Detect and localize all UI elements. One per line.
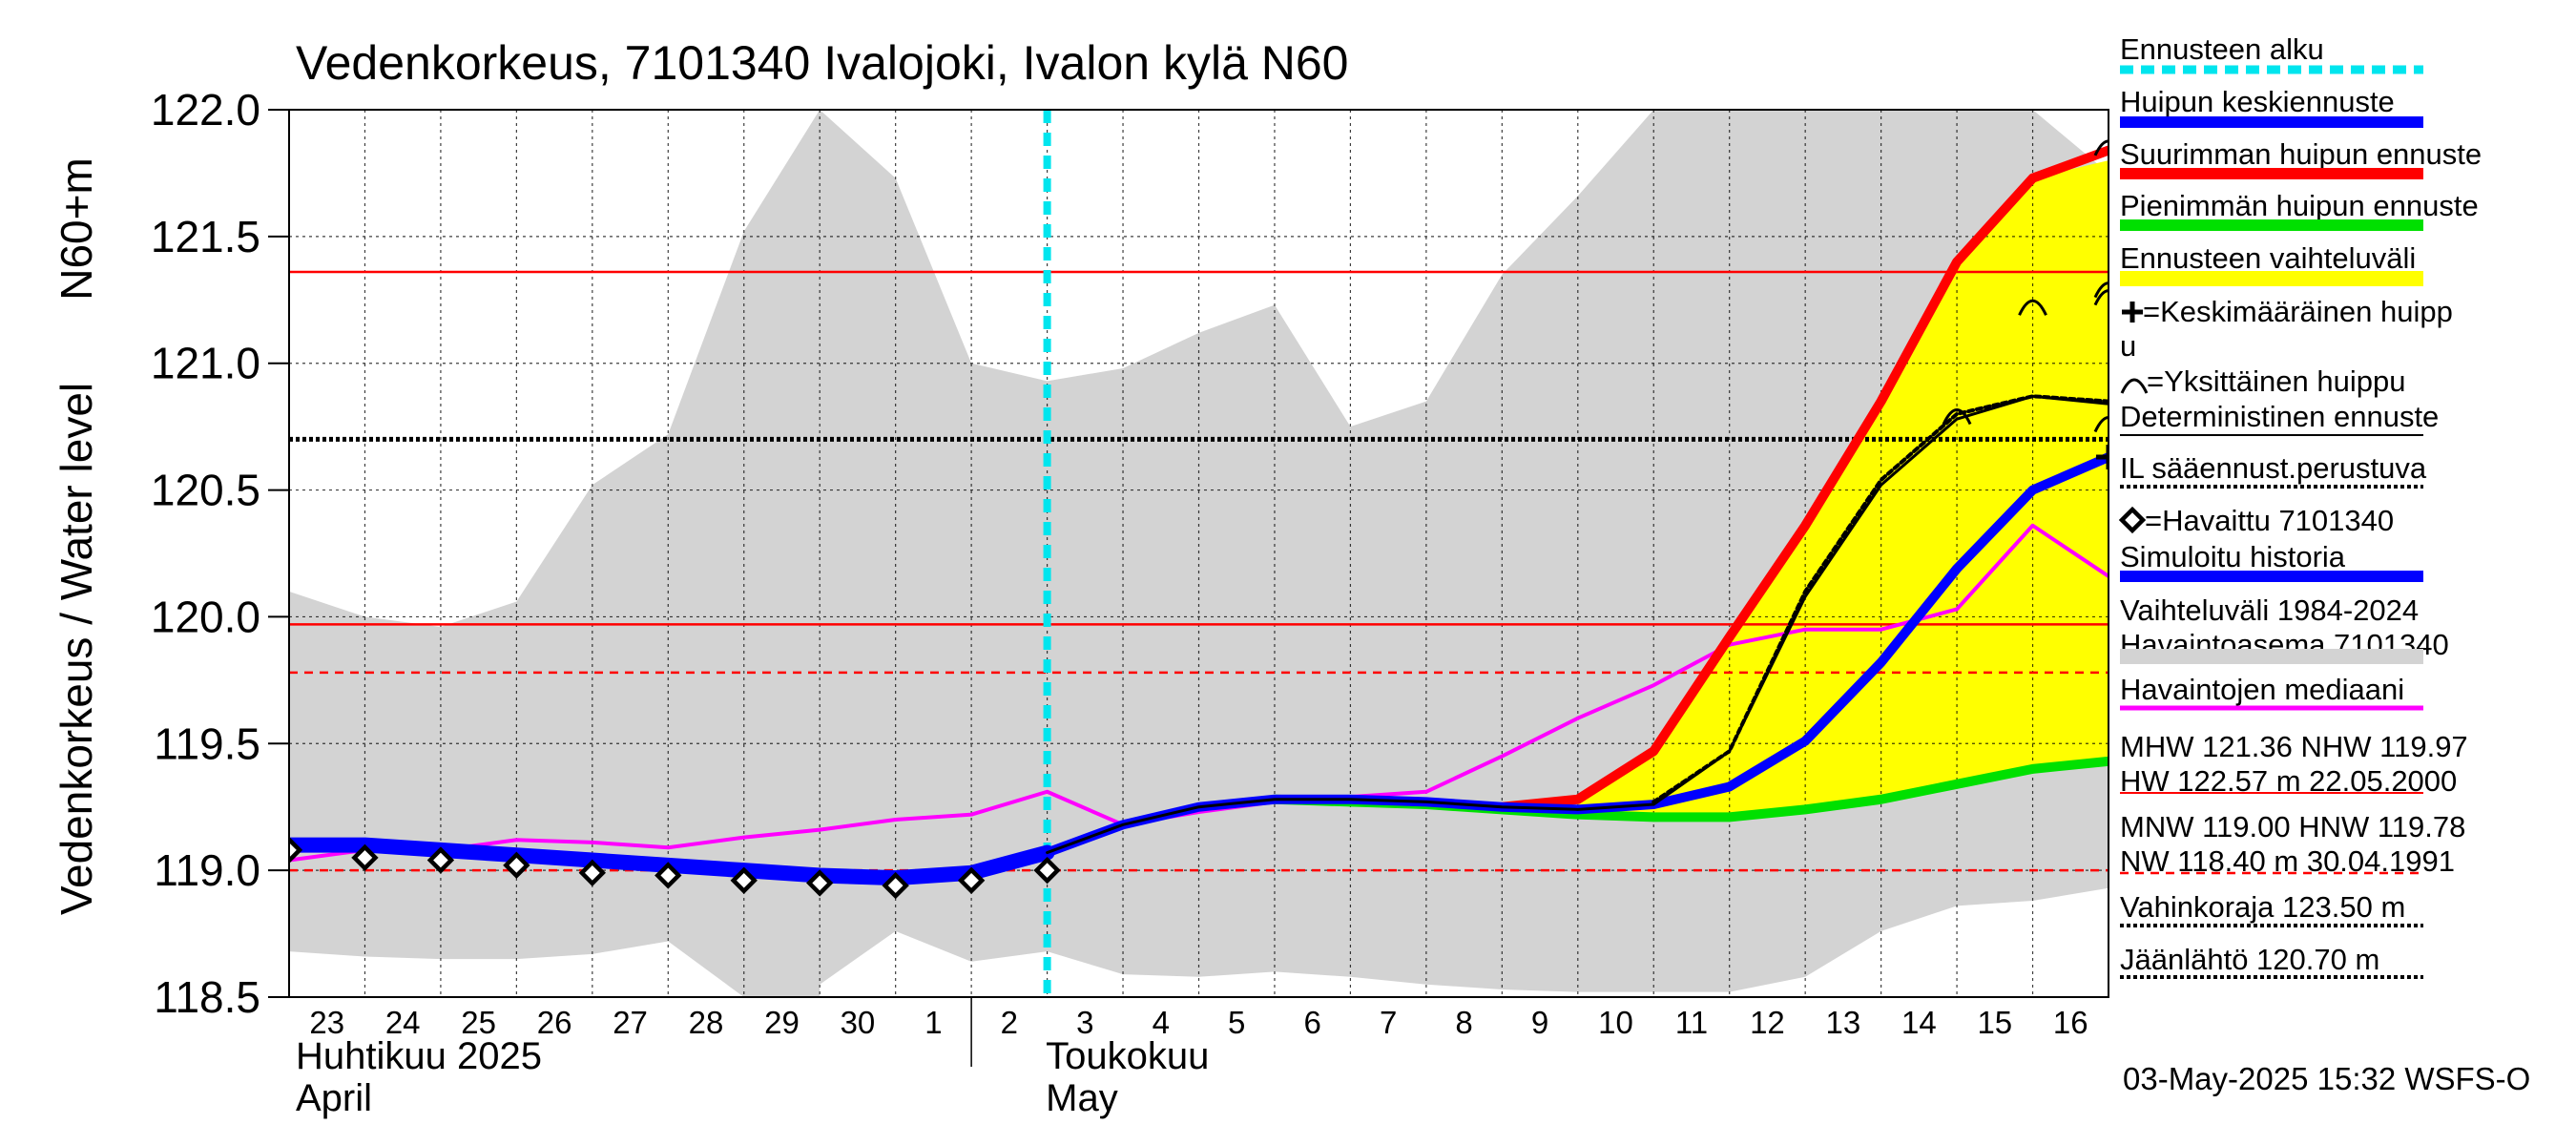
x-tick-label: 16 xyxy=(2053,1005,2088,1040)
x-tick-label: 7 xyxy=(1380,1005,1397,1040)
legend-label: MHW 121.36 NHW 119.97 xyxy=(2120,730,2468,763)
x-tick-label: 1 xyxy=(924,1005,942,1040)
x-tick-label: 13 xyxy=(1826,1005,1861,1040)
legend-label: MNW 119.00 HNW 119.78 xyxy=(2120,810,2465,843)
legend-label: Simuloitu historia xyxy=(2120,540,2346,573)
markers xyxy=(289,139,2109,900)
legend: Ennusteen alku Huipun keskiennuste Suurimm… xyxy=(2118,32,2482,979)
grid xyxy=(289,110,2109,997)
x-tick-label: 8 xyxy=(1455,1005,1472,1040)
single-peak-marker xyxy=(2093,416,2109,433)
legend-label: Deterministinen ennuste xyxy=(2120,400,2439,433)
legend-label: Ennusteen vaihteluväli xyxy=(2120,241,2416,275)
x-tick-label: 24 xyxy=(385,1005,421,1040)
x-tick-label: 15 xyxy=(1977,1005,2012,1040)
observed-point xyxy=(426,846,455,874)
legend-label: =Havaittu 7101340 xyxy=(2145,504,2394,537)
observed-point xyxy=(503,851,530,880)
month-label: Huhtikuu 2025 xyxy=(296,1035,542,1077)
legend-label: Jäänlähtö 120.70 m xyxy=(2120,943,2379,976)
median-line xyxy=(289,523,2109,863)
legend-label: Vaihteluväli 1984-2024 xyxy=(2120,593,2419,627)
y-tick-label: 121.5 xyxy=(151,212,260,261)
single-peak-marker xyxy=(2018,299,2047,316)
x-axis: 23 24 25 26 27 28 29 30 1 2 3 4 5 6 7 8 9 10 11 12 13 14 15 16H… xyxy=(296,997,2088,1119)
legend-label: Pienimmän huipun ennuste xyxy=(2120,189,2479,222)
y-tick-label: 118.5 xyxy=(154,972,260,1022)
observed-point xyxy=(654,862,682,889)
month-label: Toukokuu xyxy=(1046,1035,1209,1077)
il-forecast-line xyxy=(1652,394,2109,804)
legend-diamond-icon xyxy=(2118,506,2147,534)
legend-label: Ennusteen alku xyxy=(2120,32,2324,66)
x-tick-label: 30 xyxy=(841,1005,876,1040)
y-tick-label: 121.0 xyxy=(151,339,260,388)
x-tick-label: 2 xyxy=(1001,1005,1018,1040)
observed-point xyxy=(806,869,834,897)
observed-point xyxy=(882,871,909,900)
single-peak-marker xyxy=(2093,139,2109,156)
x-tick-label: 10 xyxy=(1598,1005,1633,1040)
month-label-en: April xyxy=(296,1077,372,1119)
legend-label: =Keskimääräinen huipp xyxy=(2143,295,2453,328)
observed-point xyxy=(957,866,986,894)
forecast-range-band xyxy=(1577,160,2109,818)
x-tick-label: 23 xyxy=(309,1005,344,1040)
observed-point xyxy=(730,866,758,894)
x-tick-label: 4 xyxy=(1153,1005,1170,1040)
x-tick-label: 9 xyxy=(1531,1005,1548,1040)
legend-label: Huipun keskiennuste xyxy=(2120,85,2395,118)
x-tick-label: 26 xyxy=(537,1005,572,1040)
legend-label: Havaintojen mediaani xyxy=(2120,673,2404,706)
observed-point xyxy=(351,843,379,872)
mean-peak-marker xyxy=(2096,445,2109,470)
legend-plus-icon xyxy=(2122,302,2143,323)
x-tick-label: 25 xyxy=(461,1005,496,1040)
plot-area xyxy=(289,110,2109,997)
legend-label: IL sääennust.perustuva xyxy=(2120,451,2427,485)
x-tick-label: 27 xyxy=(613,1005,648,1040)
month-label-en: May xyxy=(1046,1077,1118,1119)
y-axis: 118.5 119.0 119.5 120.0 120.5 121.0 121.5 122.0 xyxy=(151,85,289,1022)
observed-point xyxy=(289,836,303,864)
observed-point xyxy=(578,859,607,886)
x-tick-label: 11 xyxy=(1675,1005,1708,1040)
timestamp: 03-May-2025 15:32 WSFS-O xyxy=(2123,1061,2530,1096)
single-peak-marker xyxy=(1942,408,1972,426)
max-peak-forecast-line xyxy=(1497,145,2109,812)
x-tick-label: 5 xyxy=(1228,1005,1245,1040)
legend-label-line2: u xyxy=(2120,329,2136,363)
plot-frame xyxy=(288,109,2109,998)
legend-label: Suurimman huipun ennuste xyxy=(2120,137,2482,171)
chart-title: Vedenkorkeus, 7101340 Ivalojoki, Ivalon … xyxy=(296,36,1349,90)
legend-label: =Yksittäinen huippu xyxy=(2147,364,2405,398)
y-axis-unit: N60+m xyxy=(52,157,101,301)
x-tick-label: 14 xyxy=(1901,1005,1937,1040)
legend-label: Vahinkoraja 123.50 m xyxy=(2120,890,2405,924)
y-tick-label: 122.0 xyxy=(151,85,260,135)
x-tick-label: 6 xyxy=(1304,1005,1321,1040)
y-tick-label: 119.5 xyxy=(154,718,260,768)
single-peak-marker xyxy=(2093,289,2109,306)
legend-arc-icon xyxy=(2120,378,2149,394)
x-tick-label: 28 xyxy=(689,1005,724,1040)
y-tick-label: 119.0 xyxy=(154,845,260,895)
single-peak-marker xyxy=(2093,281,2109,299)
deterministic-forecast-line xyxy=(1046,394,2109,855)
y-tick-label: 120.5 xyxy=(151,466,260,515)
x-tick-label: 3 xyxy=(1076,1005,1093,1040)
y-axis-label: Vedenkorkeus / Water level xyxy=(52,383,101,915)
observed-point xyxy=(1033,856,1061,885)
x-tick-label: 12 xyxy=(1750,1005,1785,1040)
x-tick-label: 29 xyxy=(764,1005,800,1040)
y-tick-label: 120.0 xyxy=(151,592,260,641)
